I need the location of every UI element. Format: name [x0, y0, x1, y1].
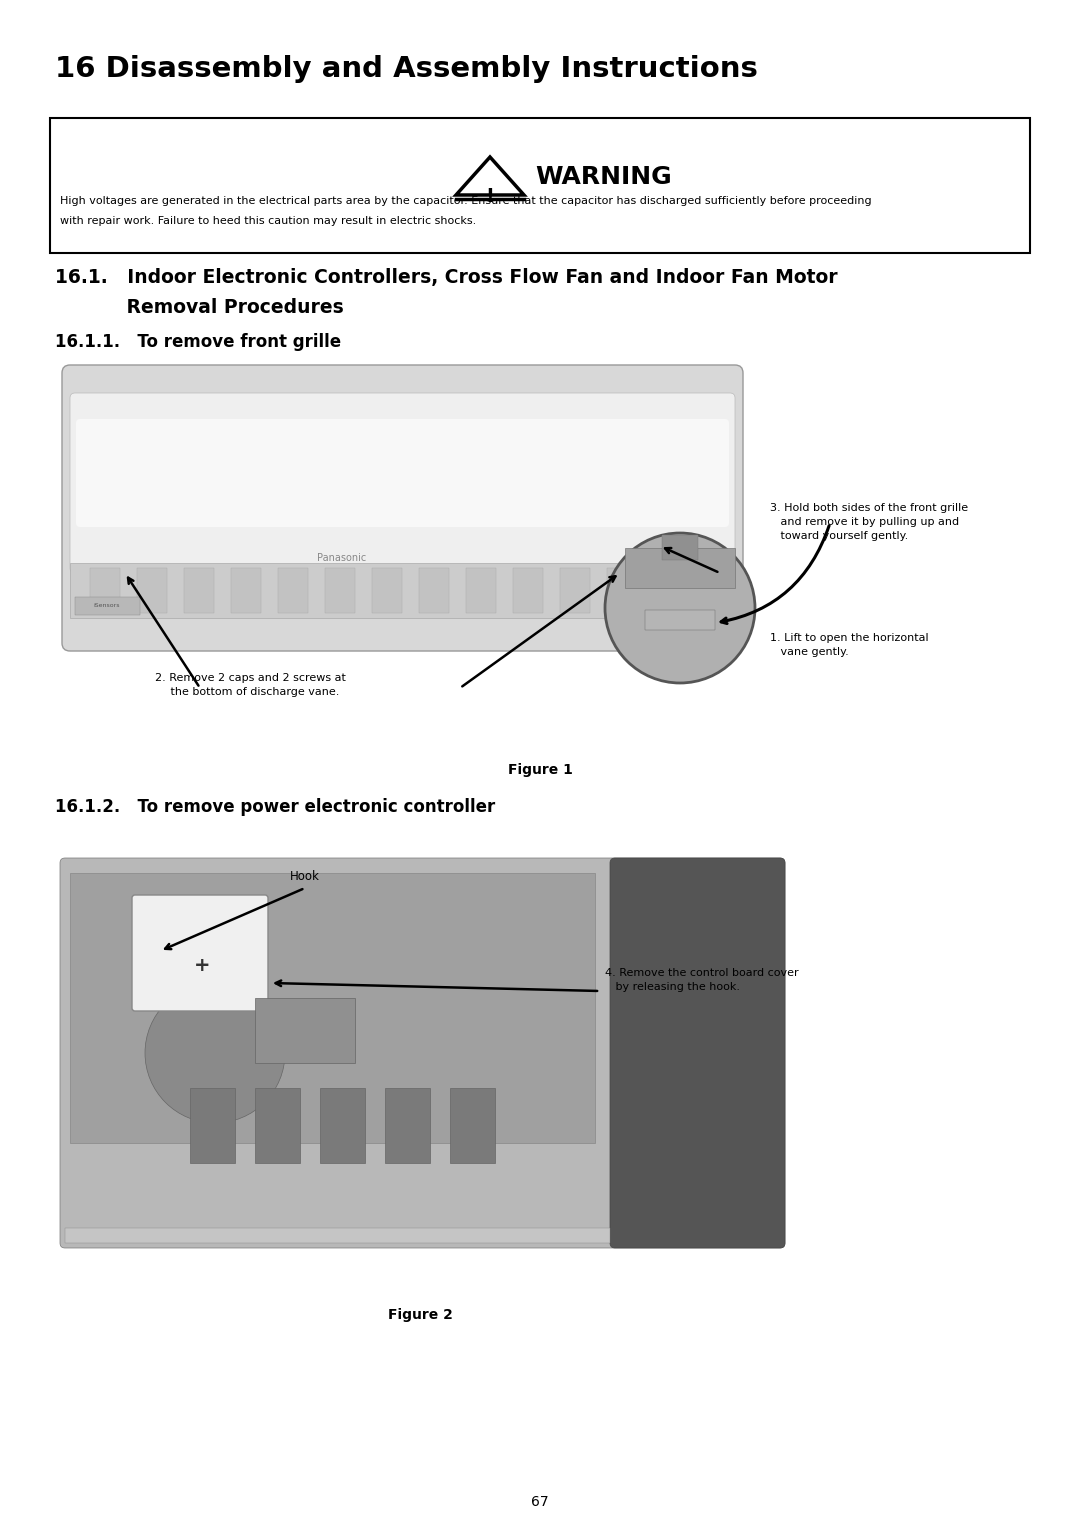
Text: 2. Remove 2 caps and 2 screws at
   the bottom of discharge vane.: 2. Remove 2 caps and 2 screws at the bot… [154, 673, 346, 696]
Text: with repair work. Failure to heed this caution may result in electric shocks.: with repair work. Failure to heed this c… [60, 215, 476, 226]
Text: !: ! [486, 186, 495, 206]
FancyBboxPatch shape [62, 365, 743, 651]
Bar [625, 548, 735, 588]
Bar [255, 1089, 300, 1164]
Text: +: + [193, 956, 211, 976]
Bar [640, 597, 710, 615]
Circle shape [145, 983, 285, 1122]
Text: 3. Hold both sides of the front grille
   and remove it by pulling up and
   tow: 3. Hold both sides of the front grille a… [770, 502, 968, 541]
FancyBboxPatch shape [76, 418, 729, 527]
Text: 16.1.   Indoor Electronic Controllers, Cross Flow Fan and Indoor Fan Motor: 16.1. Indoor Electronic Controllers, Cro… [55, 269, 838, 287]
Text: iSensors: iSensors [94, 603, 120, 608]
Text: 67: 67 [531, 1495, 549, 1509]
FancyBboxPatch shape [70, 392, 735, 573]
Bar [465, 568, 496, 612]
FancyBboxPatch shape [60, 858, 785, 1248]
Text: Removal Procedures: Removal Procedures [55, 298, 343, 318]
Bar [190, 1089, 235, 1164]
Bar [65, 1228, 610, 1243]
Bar [278, 568, 308, 612]
Bar [513, 568, 543, 612]
Text: Panasonic: Panasonic [318, 553, 366, 563]
Bar [231, 568, 261, 612]
FancyBboxPatch shape [610, 858, 785, 1248]
Text: 16 Disassembly and Assembly Instructions: 16 Disassembly and Assembly Instructions [55, 55, 758, 82]
Bar [372, 568, 402, 612]
Bar [70, 873, 595, 1144]
Text: 1. Lift to open the horizontal
   vane gently.: 1. Lift to open the horizontal vane gent… [770, 634, 929, 657]
Text: Hook: Hook [291, 870, 320, 883]
Bar [662, 534, 698, 560]
Bar [137, 568, 167, 612]
Bar [325, 568, 355, 612]
Bar [607, 568, 637, 612]
Text: 4. Remove the control board cover
   by releasing the hook.: 4. Remove the control board cover by rel… [605, 968, 798, 993]
Text: WARNING: WARNING [535, 165, 672, 189]
Bar [654, 568, 684, 612]
FancyBboxPatch shape [132, 895, 268, 1011]
Bar [70, 563, 735, 618]
Circle shape [605, 533, 755, 683]
Text: Figure 2: Figure 2 [388, 1309, 453, 1322]
Bar [561, 568, 590, 612]
Bar [320, 1089, 365, 1164]
Bar [50, 118, 1030, 253]
Bar [645, 609, 715, 631]
Bar [255, 999, 355, 1063]
Bar [184, 568, 214, 612]
Bar [75, 597, 140, 615]
Text: Figure 1: Figure 1 [508, 764, 572, 777]
Text: High voltages are generated in the electrical parts area by the capacitor. Ensur: High voltages are generated in the elect… [60, 195, 872, 206]
Bar [384, 1089, 430, 1164]
Bar [450, 1089, 495, 1164]
Bar [419, 568, 449, 612]
Text: 16.1.2.   To remove power electronic controller: 16.1.2. To remove power electronic contr… [55, 799, 496, 815]
Text: 16.1.1.   To remove front grille: 16.1.1. To remove front grille [55, 333, 341, 351]
Bar [90, 568, 120, 612]
